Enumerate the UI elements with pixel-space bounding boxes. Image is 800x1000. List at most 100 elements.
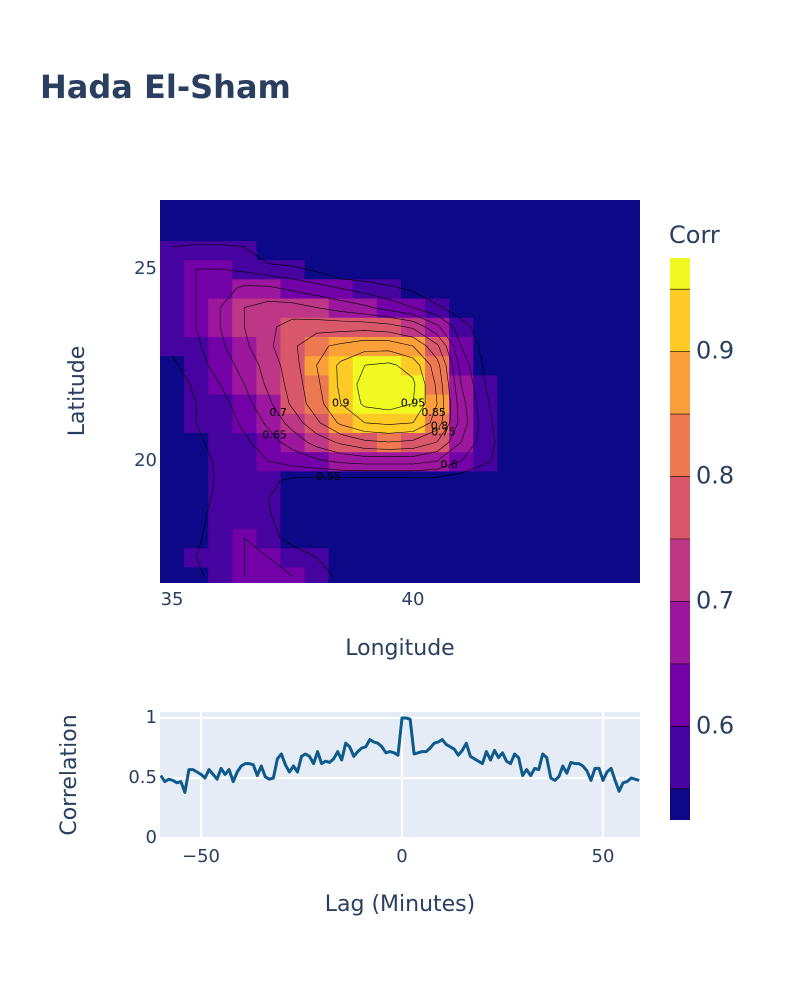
x-tick-label: 40 bbox=[402, 589, 425, 610]
contour-cell bbox=[593, 259, 619, 280]
contour-cell bbox=[617, 432, 640, 453]
contour-cell bbox=[232, 566, 257, 583]
contour-cell bbox=[593, 355, 619, 376]
contour-cell bbox=[497, 317, 523, 337]
contour-cell bbox=[617, 374, 640, 395]
contour-cell bbox=[521, 221, 547, 241]
contour-cell bbox=[160, 413, 185, 434]
contour-cell bbox=[352, 221, 378, 241]
contour-cell bbox=[160, 355, 185, 376]
contour-cell bbox=[497, 221, 523, 241]
contour-cell bbox=[280, 317, 306, 337]
contour-line bbox=[171, 244, 496, 577]
contour-cell bbox=[593, 297, 619, 318]
contour-cell bbox=[569, 278, 595, 299]
contour-cell bbox=[449, 201, 474, 222]
contour-cell bbox=[425, 432, 450, 453]
contour-cell bbox=[449, 221, 474, 241]
contour-cell bbox=[184, 374, 209, 395]
contour-cell bbox=[593, 432, 619, 453]
contour-cell bbox=[569, 297, 595, 318]
y-tick-label: 25 bbox=[134, 258, 157, 279]
contour-cell bbox=[497, 297, 523, 318]
contour-cell bbox=[521, 355, 547, 376]
contour-cell bbox=[569, 547, 595, 568]
contour-cell bbox=[232, 393, 257, 414]
contour-cell bbox=[184, 240, 209, 261]
contour-cell bbox=[280, 336, 306, 357]
contour-cell bbox=[304, 374, 330, 395]
contour-cell bbox=[184, 355, 209, 376]
contour-cell bbox=[400, 566, 426, 583]
contour-cell bbox=[521, 240, 547, 261]
contour-cell bbox=[545, 317, 571, 337]
contour-cell bbox=[352, 432, 378, 453]
contour-cell bbox=[352, 490, 378, 510]
contour-cell bbox=[304, 470, 330, 491]
y-tick-label: 1 bbox=[146, 707, 157, 728]
contour-cell bbox=[449, 240, 474, 261]
contour-cell bbox=[232, 413, 257, 434]
colorbar-band bbox=[670, 788, 690, 820]
contour-cell bbox=[425, 451, 450, 472]
contour-cell bbox=[352, 528, 378, 549]
contour-cell bbox=[545, 509, 571, 530]
contour-cell bbox=[304, 221, 330, 241]
contour-cell bbox=[208, 336, 233, 357]
contour-cell bbox=[304, 528, 330, 549]
contour-cell bbox=[473, 393, 498, 414]
contour-cell bbox=[160, 393, 185, 414]
contour-cell bbox=[425, 355, 450, 376]
contour-cell bbox=[617, 297, 640, 318]
contour-cell bbox=[208, 470, 233, 491]
contour-cell bbox=[569, 432, 595, 453]
contour-cell bbox=[617, 240, 640, 261]
contour-cell bbox=[545, 528, 571, 549]
contour-cell bbox=[449, 393, 474, 414]
contour-cell bbox=[376, 221, 402, 241]
contour-cell bbox=[521, 509, 547, 530]
contour-cell bbox=[160, 509, 185, 530]
contour-cell bbox=[376, 547, 402, 568]
contour-cell bbox=[328, 374, 354, 395]
contour-cell bbox=[208, 547, 233, 568]
contour-cell bbox=[497, 393, 523, 414]
contour-cell bbox=[232, 547, 257, 568]
contour-cell bbox=[280, 413, 306, 434]
contour-cell bbox=[376, 528, 402, 549]
contour-cell bbox=[425, 240, 450, 261]
contour-cell bbox=[449, 470, 474, 491]
contour-cell bbox=[473, 201, 498, 222]
contour-cell bbox=[184, 259, 209, 280]
contour-cell bbox=[521, 547, 547, 568]
contour-cell bbox=[400, 432, 426, 453]
x-axis-title: Longitude bbox=[345, 636, 454, 661]
contour-cell bbox=[184, 490, 209, 510]
contour-cell bbox=[256, 509, 282, 530]
contour-cell bbox=[304, 278, 330, 299]
contour-label: 0.55 bbox=[316, 470, 341, 483]
line bbox=[160, 716, 640, 794]
contour-cell bbox=[328, 547, 354, 568]
contour-cell bbox=[328, 201, 354, 222]
contour-cell bbox=[569, 201, 595, 222]
contour-cell bbox=[425, 413, 450, 434]
contour-cell bbox=[184, 509, 209, 530]
contour-cell bbox=[328, 509, 354, 530]
contour-cell bbox=[545, 566, 571, 583]
contour-cell bbox=[328, 221, 354, 241]
contour-cell bbox=[521, 259, 547, 280]
contour-cell bbox=[352, 259, 378, 280]
contour-cell bbox=[256, 240, 282, 261]
contour-cell bbox=[497, 355, 523, 376]
contour-label: 0.9 bbox=[332, 397, 350, 410]
contour-cell bbox=[160, 221, 185, 241]
y-tick-label: 0 bbox=[146, 827, 157, 848]
contour-cell bbox=[304, 317, 330, 337]
contour-cell bbox=[280, 470, 306, 491]
colorbar-band bbox=[670, 289, 690, 352]
contour-cell bbox=[184, 566, 209, 583]
contour-cell bbox=[593, 240, 619, 261]
contour-cell bbox=[617, 509, 640, 530]
contour-cell bbox=[400, 547, 426, 568]
